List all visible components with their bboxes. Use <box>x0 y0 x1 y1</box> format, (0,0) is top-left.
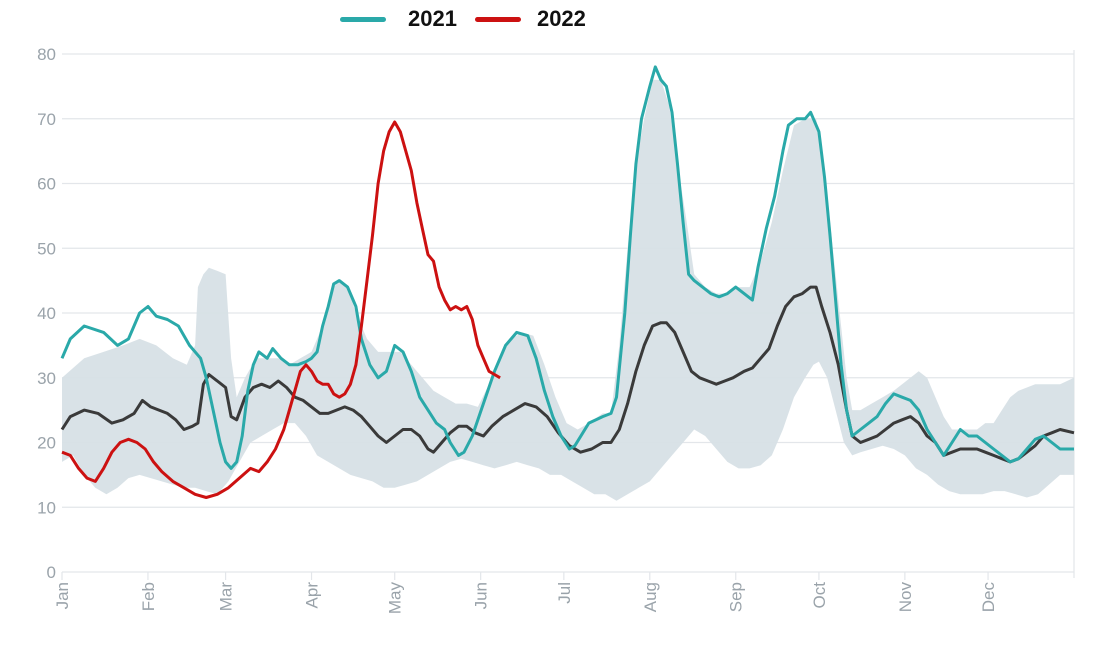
legend-item-2021: 2021 <box>340 6 457 32</box>
series-2022-line <box>61 120 501 499</box>
series-average-line <box>60 285 1075 464</box>
y-tick-label: 70 <box>37 110 56 129</box>
legend-label-2022: 2022 <box>536 6 586 31</box>
y-tick-label: 50 <box>37 239 56 258</box>
y-tick-label: 80 <box>37 45 56 64</box>
y-tick-label: 60 <box>37 175 56 194</box>
legend-swatch-2022 <box>474 16 521 22</box>
x-tick-label: Nov <box>896 582 915 613</box>
range-band <box>62 79 1074 501</box>
y-tick-label: 10 <box>37 498 56 517</box>
x-tick-label: May <box>386 582 405 615</box>
chart-legend: 2021 2022 <box>340 6 604 32</box>
x-tick-label: Jul <box>555 582 574 604</box>
x-tick-label: Mar <box>217 582 236 612</box>
legend-label-2021: 2021 <box>408 6 457 31</box>
x-tick-label: Apr <box>303 582 322 609</box>
y-tick-label: 20 <box>37 434 56 453</box>
x-tick-label: Jan <box>53 582 72 609</box>
legend-item-2022: 2022 <box>474 6 586 32</box>
x-tick-label: Feb <box>139 582 158 611</box>
series-2021-line <box>60 65 1074 470</box>
x-tick-label: Sep <box>727 582 746 612</box>
x-tick-label: Jun <box>472 582 491 609</box>
x-tick-label: Oct <box>810 582 829 609</box>
y-tick-label: 0 <box>47 563 56 582</box>
y-tick-label: 40 <box>37 304 56 323</box>
y-tick-label: 30 <box>37 369 56 388</box>
x-tick-label: Dec <box>979 582 998 613</box>
x-tick-label: Aug <box>641 582 660 612</box>
legend-swatch-2021 <box>340 16 386 22</box>
